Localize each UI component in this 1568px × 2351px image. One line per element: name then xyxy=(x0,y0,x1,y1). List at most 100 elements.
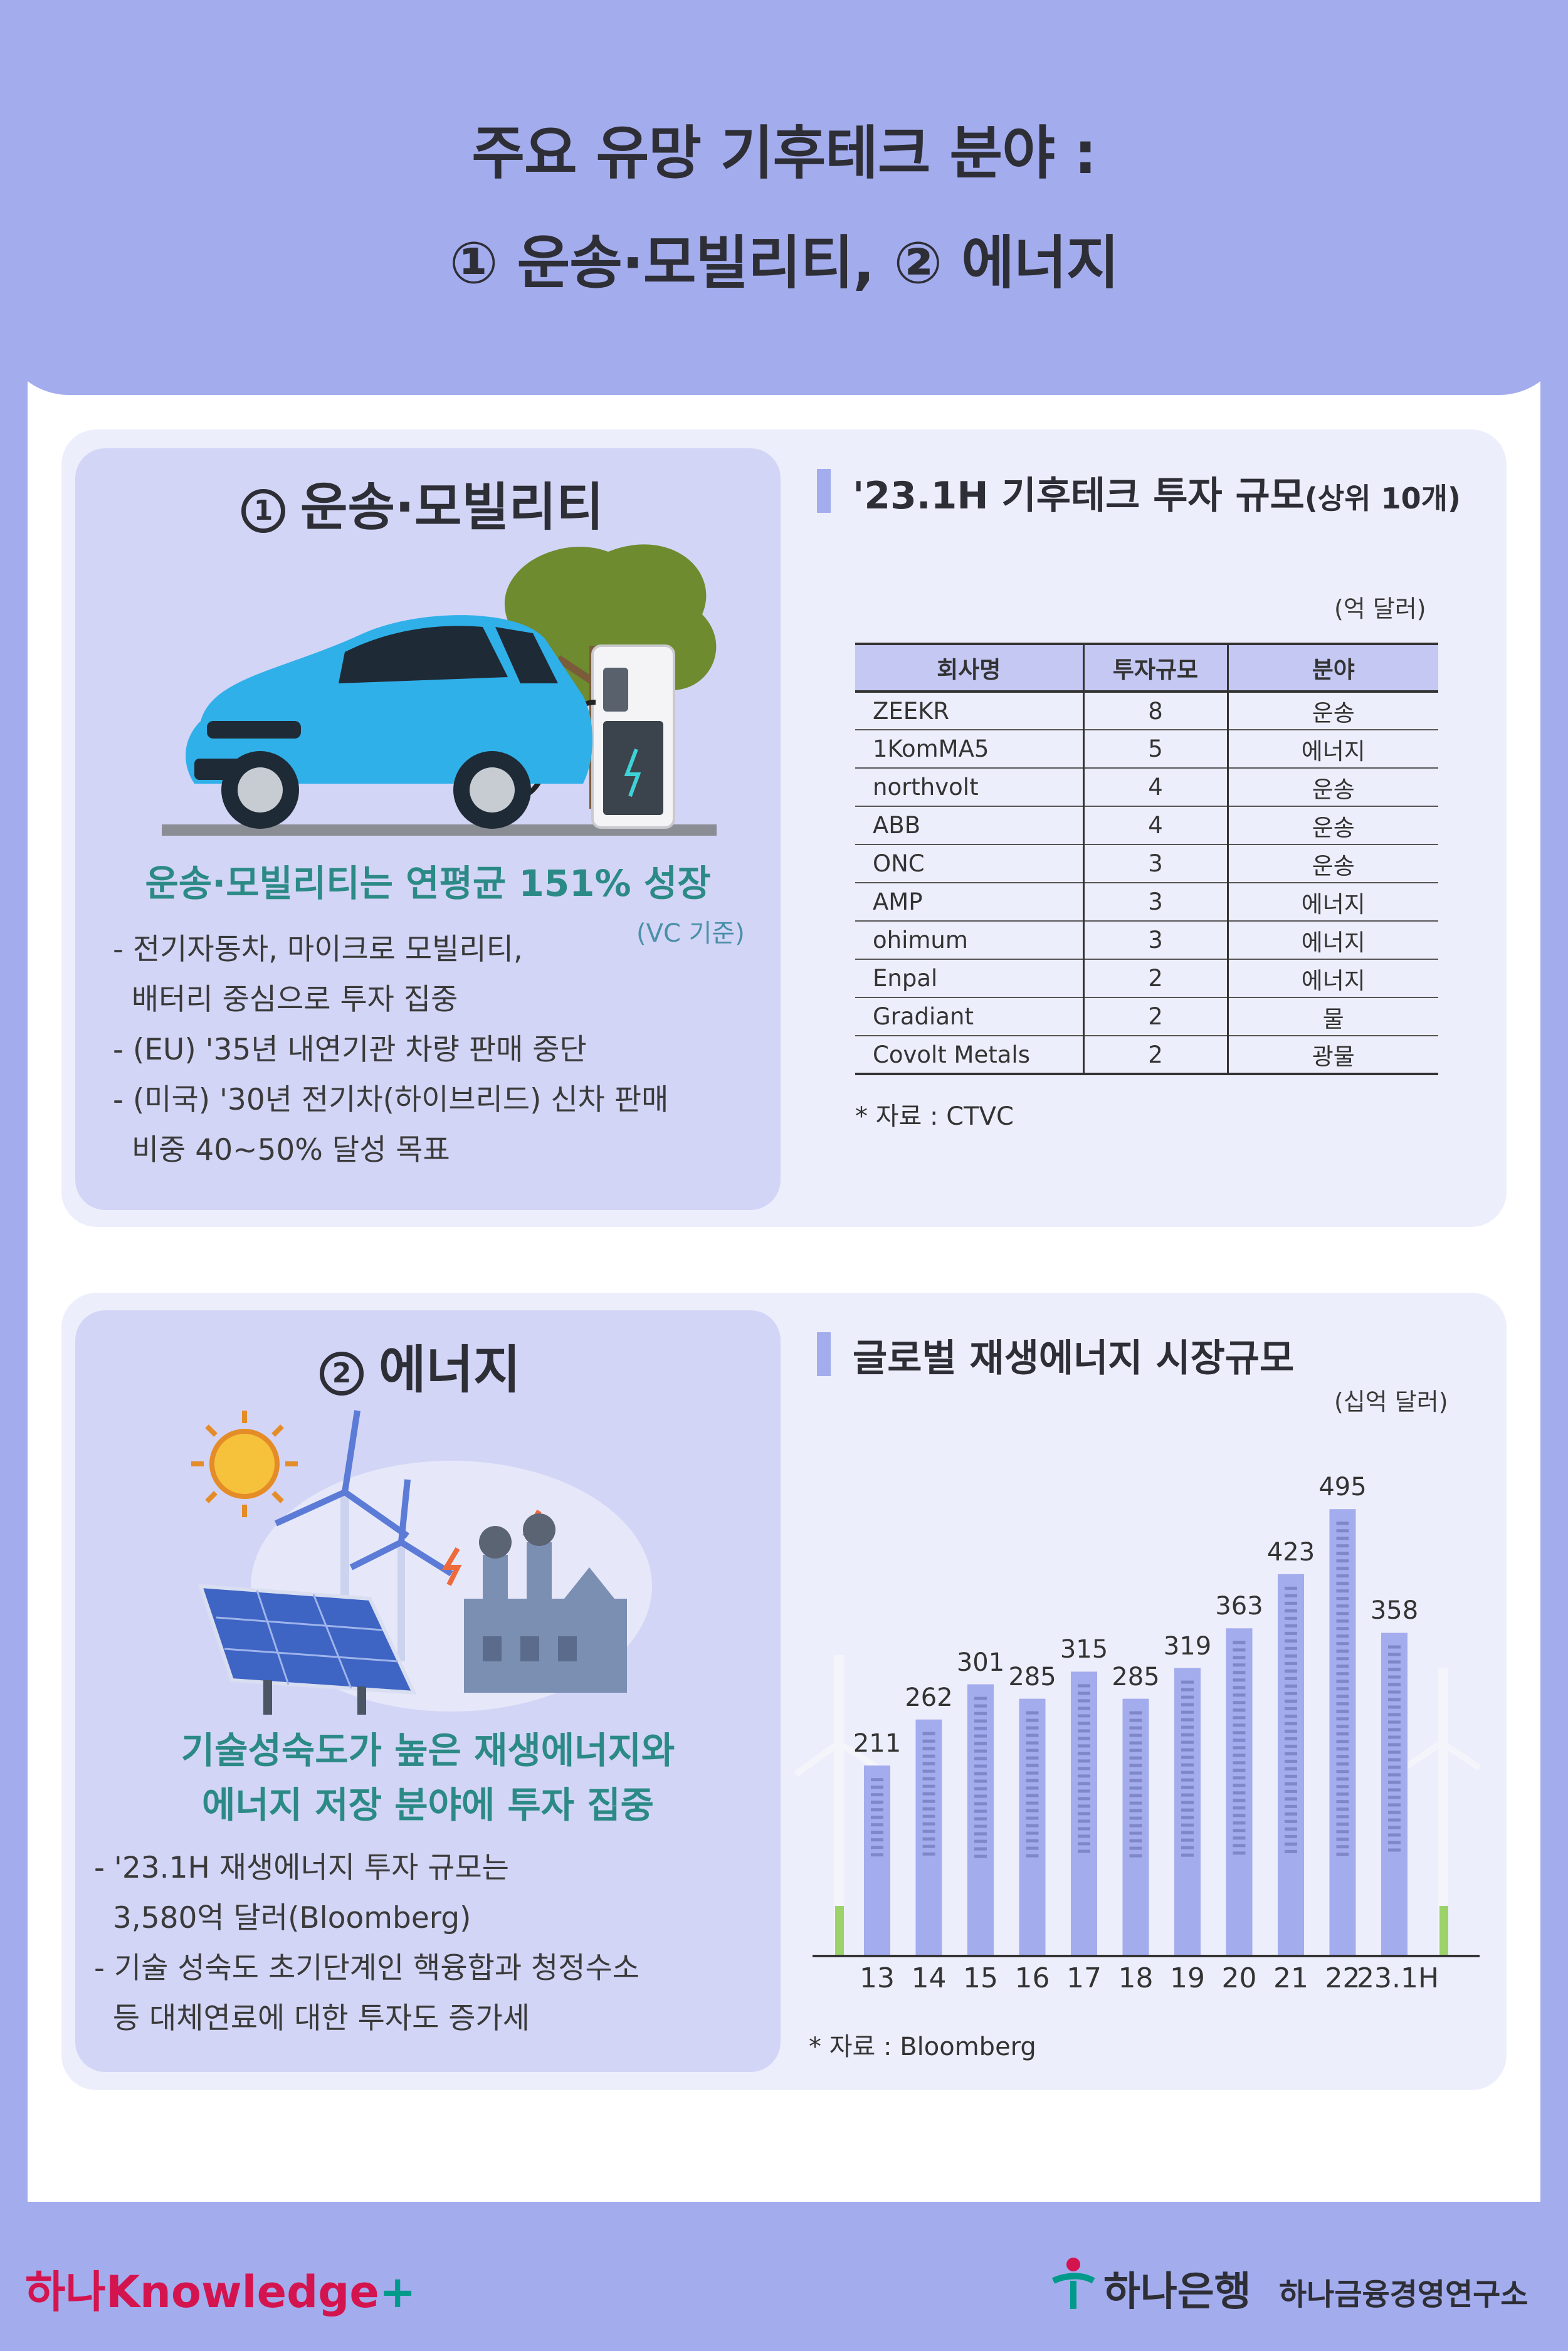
bar-window xyxy=(1233,1799,1246,1802)
bar-window xyxy=(1233,1671,1246,1675)
bar-window xyxy=(1388,1773,1401,1777)
bar-window xyxy=(1129,1764,1142,1767)
bar-window xyxy=(871,1853,883,1857)
bar-window xyxy=(974,1727,987,1730)
bar-window xyxy=(974,1772,987,1775)
bar-window xyxy=(1388,1803,1401,1807)
bar-window xyxy=(1026,1809,1039,1812)
bar-window xyxy=(1388,1788,1401,1792)
bar-window xyxy=(974,1742,987,1745)
bar-window xyxy=(1026,1718,1039,1722)
bar-window xyxy=(1285,1767,1297,1770)
bar-window xyxy=(1233,1738,1246,1742)
bar-window xyxy=(1388,1705,1401,1709)
bar-window xyxy=(1026,1749,1039,1752)
bar-window xyxy=(1078,1812,1090,1816)
table-row: ohimum 3 에너지 xyxy=(855,921,1438,960)
bar-window xyxy=(1336,1619,1349,1623)
bar-window xyxy=(1181,1710,1194,1714)
bar-window xyxy=(1129,1718,1142,1722)
bar-window xyxy=(1285,1744,1297,1748)
table-source: * 자료 : CTVC xyxy=(855,1102,1014,1131)
bar-window xyxy=(1233,1678,1246,1682)
bar-window xyxy=(922,1784,935,1788)
bar-window xyxy=(1388,1780,1401,1784)
section2-bullet-4: 등 대체연료에 대한 투자도 증가세 xyxy=(94,2001,530,2036)
section1-bullet-5: 비중 40~50% 달성 목표 xyxy=(113,1133,450,1167)
bar-window xyxy=(1078,1849,1090,1853)
bar-window xyxy=(1078,1707,1090,1710)
table-cell-company: ABB xyxy=(855,806,1083,845)
section1-headline: 운송·모빌리티는 연평균 151% 성장 xyxy=(145,862,711,905)
bar-category-label: 16 xyxy=(1014,1962,1050,1994)
bar-window xyxy=(1336,1702,1349,1706)
bar-window xyxy=(1181,1755,1194,1759)
hana-knowledge-logo: 하나Knowledge+ xyxy=(25,2257,416,2320)
bar-window xyxy=(922,1837,935,1841)
bar-window xyxy=(974,1696,987,1700)
bar-window xyxy=(974,1779,987,1783)
bar-window xyxy=(1336,1747,1349,1751)
bar-window xyxy=(1233,1784,1246,1787)
bar-window xyxy=(974,1749,987,1753)
bar-category-label: 22 xyxy=(1325,1962,1360,1994)
bar-window xyxy=(1233,1746,1246,1750)
bar-window xyxy=(1336,1672,1349,1676)
bar-window xyxy=(1181,1786,1194,1789)
bar-window xyxy=(1129,1741,1142,1745)
bar-window xyxy=(1336,1800,1349,1804)
bar-window xyxy=(1388,1675,1401,1679)
bar-window xyxy=(1388,1720,1401,1724)
bar-window xyxy=(1285,1789,1297,1793)
section2-right-marker xyxy=(817,1332,831,1376)
bar-window xyxy=(1233,1769,1246,1772)
bar-window xyxy=(1078,1729,1090,1733)
bar-window xyxy=(1285,1646,1297,1650)
bar-category-label: 15 xyxy=(963,1962,998,1994)
bar-window xyxy=(1285,1601,1297,1605)
bar-window xyxy=(1336,1649,1349,1653)
bar-value-label: 301 xyxy=(956,1648,1005,1677)
bar-window xyxy=(1233,1814,1246,1817)
bar xyxy=(1174,1668,1201,1956)
bar-window xyxy=(871,1838,883,1842)
bar-window xyxy=(1388,1758,1401,1762)
bar-window xyxy=(1233,1731,1246,1735)
table-cell-company: ONC xyxy=(855,844,1083,883)
table-cell-sector: 운송 xyxy=(1226,806,1438,845)
section1-note: (VC 기준) xyxy=(636,919,745,948)
bar-window xyxy=(871,1816,883,1819)
bar-window xyxy=(1285,1684,1297,1688)
table-cell-amount: 8 xyxy=(1082,692,1228,730)
factory-icon xyxy=(464,1513,627,1693)
bar-window xyxy=(1026,1824,1039,1828)
bar xyxy=(1278,1574,1304,1956)
bar-window xyxy=(1336,1853,1349,1856)
bar-window xyxy=(1026,1756,1039,1760)
bar-window xyxy=(974,1824,987,1828)
bar-window xyxy=(974,1839,987,1843)
bar-category-label: 19 xyxy=(1170,1962,1205,1994)
bar-window xyxy=(1336,1710,1349,1713)
logo-plus: + xyxy=(379,2266,416,2318)
table-row: Gradiant 2 물 xyxy=(855,997,1438,1036)
solar-panel-icon xyxy=(197,1584,417,1715)
bar-window xyxy=(1285,1676,1297,1680)
table-row: 1KomMA5 5 에너지 xyxy=(855,730,1438,769)
bar-window xyxy=(1336,1740,1349,1744)
table-title-main: '23.1H 기후테크 투자 규모 xyxy=(853,474,1305,518)
bar-window xyxy=(1233,1716,1246,1720)
table-row: ONC 3 운송 xyxy=(855,844,1438,883)
bar-window xyxy=(1336,1522,1349,1525)
bar-window xyxy=(1181,1853,1194,1857)
bar-window xyxy=(1336,1687,1349,1691)
chart-unit: (십억 달러) xyxy=(1334,1388,1448,1416)
bar-value-label: 285 xyxy=(1112,1662,1160,1691)
table-cell-company: Covolt Metals xyxy=(855,1036,1083,1075)
table-cell-sector: 에너지 xyxy=(1226,959,1438,998)
bar-window xyxy=(1285,1834,1297,1838)
bar-window xyxy=(1181,1816,1194,1819)
table-cell-sector: 운송 xyxy=(1226,692,1438,730)
bar-window xyxy=(1388,1848,1401,1852)
bar-window xyxy=(1336,1777,1349,1781)
